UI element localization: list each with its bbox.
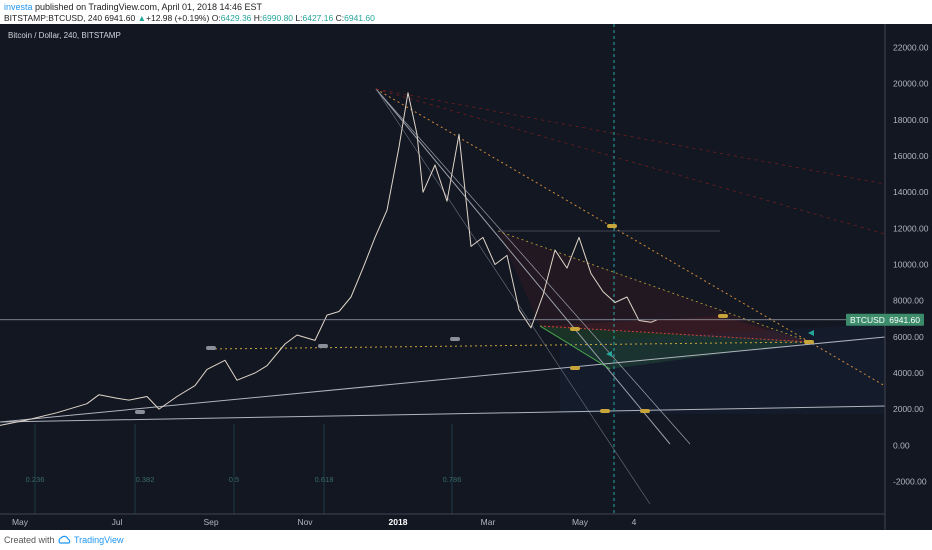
price-tag: BTCUSD 6941.60 <box>846 313 924 326</box>
fib-label: 0.5 <box>229 475 239 484</box>
publish-info: published on TradingView.com, April 01, … <box>32 2 263 12</box>
fib-label: 0.786 <box>443 475 462 484</box>
marker-pill <box>718 314 728 318</box>
marker-pill <box>640 409 650 413</box>
green-zone <box>540 326 810 369</box>
red-dashed-line-b <box>375 88 886 185</box>
marker-pill <box>206 346 216 350</box>
up-arrow-icon: ▲ <box>137 13 146 23</box>
symbol-label: BITSTAMP:BTCUSD, 240 <box>4 13 103 23</box>
outer-resistance-line <box>375 88 886 387</box>
y-axis-ticks: 22000.00 20000.00 18000.00 16000.00 14000.00… <box>893 43 929 487</box>
chart-title: Bitcoin / Dollar, 240, BITSTAMP <box>8 31 121 40</box>
red-zone <box>540 316 810 342</box>
marker-pill <box>135 410 145 414</box>
low-value: 6427.16 <box>302 13 334 23</box>
marker-pill <box>570 327 580 331</box>
created-with-label: Created with <box>4 535 55 545</box>
steep-line-a <box>375 88 671 445</box>
close-label: C: <box>335 13 345 23</box>
y-tick-label: 2000.00 <box>893 404 924 414</box>
blue-zone <box>560 324 885 414</box>
price-series-line <box>0 92 658 426</box>
long-trend-line <box>0 336 886 423</box>
marker-pill <box>450 337 460 341</box>
price-change: +12.98 (+0.19%) <box>146 13 210 23</box>
y-tick-label: 18000.00 <box>893 115 929 125</box>
x-tick-label: 2018 <box>389 517 408 527</box>
high-label: H: <box>253 13 263 23</box>
y-tick-label: 6000.00 <box>893 332 924 342</box>
tradingview-brand-link[interactable]: TradingView <box>74 535 124 545</box>
marker-pill <box>607 224 617 228</box>
marker-pill <box>318 344 328 348</box>
x-tick-label: May <box>12 517 29 527</box>
marker-pill <box>600 409 610 413</box>
flag-icon <box>808 330 814 336</box>
price-chart[interactable]: Bitcoin / Dollar, 240, BITSTAMP 0.236 0.… <box>0 24 932 530</box>
y-tick-label: 14000.00 <box>893 187 929 197</box>
open-value: 6429.36 <box>220 13 252 23</box>
y-tick-label: 8000.00 <box>893 296 924 306</box>
publish-header: investa published on TradingView.com, Ap… <box>0 0 932 24</box>
high-value: 6990.80 <box>262 13 294 23</box>
x-tick-label: May <box>572 517 589 527</box>
y-tick-label: 16000.00 <box>893 151 929 161</box>
y-tick-label: 20000.00 <box>893 79 929 89</box>
y-tick-label: -2000.00 <box>893 476 927 486</box>
channel-green-line <box>539 325 611 370</box>
symbol-line: BITSTAMP:BTCUSD, 240 6941.60 ▲+12.98 (+0… <box>4 13 375 23</box>
author-link[interactable]: investa <box>4 2 33 12</box>
fib-label: 0.382 <box>136 475 155 484</box>
price-tag-box <box>846 313 924 326</box>
close-value: 6941.60 <box>344 13 375 23</box>
steep-line-c <box>375 88 651 505</box>
x-tick-label: Sep <box>203 517 218 527</box>
y-tick-label: 12000.00 <box>893 223 929 233</box>
channel-red-line <box>539 325 811 343</box>
footer: Created with TradingView <box>0 530 932 550</box>
red-dashed-line-a <box>375 88 886 235</box>
drawings-layer <box>0 24 886 514</box>
support-dotted-line <box>209 341 811 350</box>
price-tag-symbol: BTCUSD <box>850 315 885 325</box>
price-tag-value: 6941.60 <box>889 315 920 325</box>
y-tick-label: 10000.00 <box>893 259 929 269</box>
series-layer <box>0 92 885 426</box>
publish-line: investa published on TradingView.com, Ap… <box>4 2 262 12</box>
last-price: 6941.60 <box>104 13 136 23</box>
channel-top-line <box>497 230 811 343</box>
x-tick-label: Nov <box>297 517 313 527</box>
x-tick-label: Jul <box>112 517 123 527</box>
marker-pill <box>570 366 580 370</box>
steep-line-b <box>375 88 691 445</box>
y-tick-label: 0.00 <box>893 440 910 450</box>
x-tick-label: Mar <box>481 517 496 527</box>
flag-icon <box>606 351 612 357</box>
fib-label: 0.618 <box>315 475 334 484</box>
open-label: O: <box>211 13 221 23</box>
x-tick-label: 4 <box>632 517 637 527</box>
y-tick-label: 22000.00 <box>893 43 929 53</box>
low-label: L: <box>295 13 303 23</box>
base-trend-line <box>0 405 886 423</box>
tradingview-cloud-icon <box>58 535 71 544</box>
marker-pill <box>804 340 814 344</box>
fib-label: 0.236 <box>26 475 45 484</box>
x-axis-ticks: May Jul Sep Nov 2018 Mar May 4 <box>12 517 637 527</box>
y-tick-label: 4000.00 <box>893 368 924 378</box>
chart-area[interactable]: Bitcoin / Dollar, 240, BITSTAMP 0.236 0.… <box>0 24 932 530</box>
